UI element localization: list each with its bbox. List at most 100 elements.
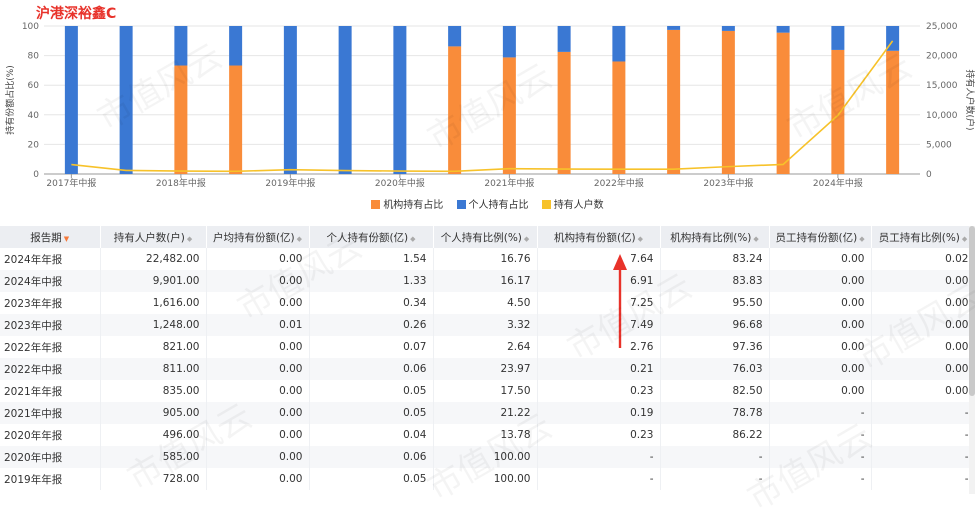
table-row[interactable]: 2021年年报 835.00 0.00 0.05 17.50 0.23 82.50 0.00 0… xyxy=(0,380,975,402)
table-cell: 0.05 xyxy=(309,380,434,402)
bar-institution[interactable] xyxy=(776,32,790,174)
bar-institution[interactable] xyxy=(229,65,243,174)
bar-individual[interactable] xyxy=(776,26,790,33)
legend-item-holders[interactable]: 持有人户数 xyxy=(541,196,604,211)
bar-individual[interactable] xyxy=(721,26,735,31)
column-header-5[interactable]: 机构持有份额(亿) ◆ xyxy=(537,226,661,248)
sort-icon[interactable]: ◆ xyxy=(753,234,759,243)
table-scrollbar-thumb[interactable] xyxy=(969,226,975,396)
bar-individual[interactable] xyxy=(283,26,297,174)
y-left-tick-label: 80 xyxy=(28,52,40,62)
x-tick-label: 2023年中报 xyxy=(703,177,753,189)
legend-swatch-institution xyxy=(371,200,381,209)
table-row[interactable]: 2019年年报 728.00 0.00 0.05 100.00- - - - xyxy=(0,468,975,490)
table-cell: 17.50 xyxy=(433,380,538,402)
table-cell: 0.00 xyxy=(206,402,310,424)
bar-individual[interactable] xyxy=(393,26,407,174)
table-cell: 1.33 xyxy=(309,270,434,292)
table-cell: 0.00 xyxy=(871,314,975,336)
bar-individual[interactable] xyxy=(338,26,352,174)
column-header-4[interactable]: 个人持有比例(%) ◆ xyxy=(433,226,538,248)
sort-icon[interactable]: ◆ xyxy=(859,234,865,243)
column-header-label: 机构持有比例(%) xyxy=(670,231,752,244)
bar-individual[interactable] xyxy=(502,26,516,58)
sort-icon[interactable]: ◆ xyxy=(637,234,644,243)
table-cell: 0.00 xyxy=(871,292,975,314)
table-row[interactable]: 2024年年报 22,482.00 0.00 1.54 16.76 7.64 83.24 0.… xyxy=(0,248,975,270)
table-cell: - xyxy=(769,402,872,424)
table-cell: 2023年中报 xyxy=(0,314,101,336)
column-header-2[interactable]: 户均持有份额(亿) ◆ xyxy=(206,226,310,248)
y-right-tick-label: 20,000 xyxy=(926,52,958,62)
table-cell: 2020年中报 xyxy=(0,446,101,468)
bar-institution[interactable] xyxy=(502,57,516,174)
column-header-1[interactable]: 持有人户数(户) ◆ xyxy=(100,226,207,248)
fund-title: 沪港深裕鑫C xyxy=(36,6,117,22)
table-cell: - xyxy=(537,446,661,468)
table-cell: 0.00 xyxy=(769,314,872,336)
table-cell: 0.21 xyxy=(537,358,661,380)
table-cell: 0.00 xyxy=(871,270,975,292)
column-header-label: 户均持有份额(亿) xyxy=(212,231,295,244)
column-header-label: 个人持有比例(%) xyxy=(440,231,522,244)
bar-individual[interactable] xyxy=(667,26,681,30)
bar-institution[interactable] xyxy=(612,61,626,174)
holder-structure-table-container[interactable]: 报告期 ▼ 持有人户数(户) ◆ 户均持有份额(亿) ◆ 个人持有份额(亿) ◆ 个人持有比例(… xyxy=(0,226,975,494)
bar-individual[interactable] xyxy=(229,26,243,66)
column-header-7[interactable]: 员工持有份额(亿) ◆ xyxy=(769,226,872,248)
bar-institution[interactable] xyxy=(557,51,571,174)
bar-individual[interactable] xyxy=(119,26,133,174)
sort-icon[interactable]: ◆ xyxy=(410,234,416,243)
table-cell: 2021年中报 xyxy=(0,402,101,424)
bar-institution[interactable] xyxy=(886,50,900,175)
table-row[interactable]: 2023年年报 1,616.00 0.00 0.34 4.50 7.25 95.50 0.00… xyxy=(0,292,975,314)
bar-individual[interactable] xyxy=(612,26,626,62)
column-header-label: 员工持有比例(%) xyxy=(878,231,960,244)
column-header-label: 报告期 xyxy=(30,231,62,244)
table-row[interactable]: 2022年年报 821.00 0.00 0.07 2.64 2.76 97.36 0.00 0.… xyxy=(0,336,975,358)
table-cell: 0.00 xyxy=(206,358,310,380)
line-holder-count[interactable] xyxy=(71,40,894,173)
legend-item-individual[interactable]: 个人持有占比 xyxy=(456,196,529,211)
table-cell: - xyxy=(769,468,872,490)
table-cell: 0.05 xyxy=(309,468,434,490)
bar-individual[interactable] xyxy=(448,26,462,47)
table-row[interactable]: 2021年中报 905.00 0.00 0.05 21.22 0.19 78.78- - xyxy=(0,402,975,424)
column-header-3[interactable]: 个人持有份额(亿) ◆ xyxy=(309,226,434,248)
bar-institution[interactable] xyxy=(174,65,188,174)
table-cell: 16.76 xyxy=(433,248,538,270)
legend-item-institution[interactable]: 机构持有占比 xyxy=(371,196,443,211)
table-cell: 9,901.00 xyxy=(100,270,207,292)
column-header-0[interactable]: 报告期 ▼ xyxy=(0,226,101,248)
bar-institution[interactable] xyxy=(448,46,462,174)
table-row[interactable]: 2020年中报 585.00 0.00 0.06 100.00- - - - xyxy=(0,446,975,468)
table-cell: - xyxy=(871,424,975,446)
table-row[interactable]: 2023年中报 1,248.00 0.01 0.26 3.32 7.49 96.68 0.00… xyxy=(0,314,975,336)
table-cell: 0.26 xyxy=(309,314,434,336)
sort-icon[interactable]: ◆ xyxy=(186,234,193,243)
table-row[interactable]: 2020年年报 496.00 0.00 0.04 13.78 0.23 86.22- - xyxy=(0,424,975,446)
sort-icon[interactable]: ◆ xyxy=(961,234,968,243)
bar-institution[interactable] xyxy=(667,29,681,175)
column-header-8[interactable]: 员工持有比例(%) ◆ xyxy=(871,226,975,248)
bar-individual[interactable] xyxy=(557,26,571,52)
sort-icon[interactable]: ▼ xyxy=(63,234,70,243)
bar-institution[interactable] xyxy=(831,49,845,175)
column-header-6[interactable]: 机构持有比例(%) ◆ xyxy=(660,226,770,248)
table-cell: 0.00 xyxy=(206,446,310,468)
table-cell: 2022年年报 xyxy=(0,336,101,358)
table-cell: 835.00 xyxy=(100,380,207,402)
table-row[interactable]: 2022年中报 811.00 0.00 0.06 23.97 0.21 76.03 0.00 0… xyxy=(0,358,975,380)
legend-label-individual: 个人持有占比 xyxy=(468,200,529,211)
sort-icon[interactable]: ◆ xyxy=(296,234,303,243)
bar-individual[interactable] xyxy=(64,26,78,174)
table-row[interactable]: 2024年中报 9,901.00 0.00 1.33 16.17 6.91 83.83 0.0… xyxy=(0,270,975,292)
column-header-label: 机构持有份额(亿) xyxy=(553,231,636,244)
bar-individual[interactable] xyxy=(174,26,188,66)
holder-structure-table: 报告期 ▼ 持有人户数(户) ◆ 户均持有份额(亿) ◆ 个人持有份额(亿) ◆ 个人持有比例(… xyxy=(0,226,975,490)
bar-individual[interactable] xyxy=(831,26,845,50)
bar-institution[interactable] xyxy=(721,30,735,174)
table-cell: - xyxy=(871,468,975,490)
table-cell: 2.64 xyxy=(433,336,538,358)
sort-icon[interactable]: ◆ xyxy=(523,234,530,243)
